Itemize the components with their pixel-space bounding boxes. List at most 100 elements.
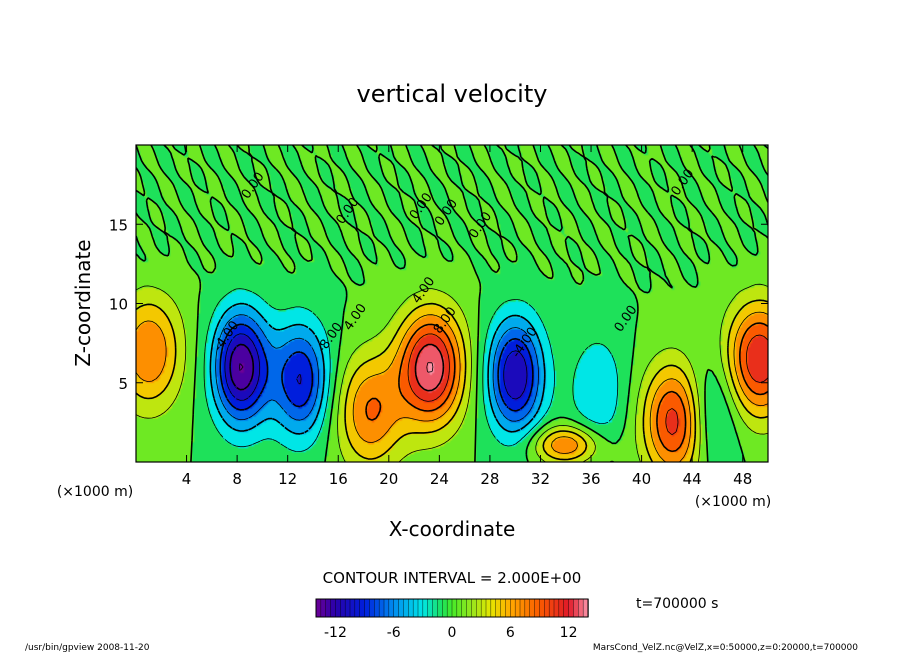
footer-left: /usr/bin/gpview 2008-11-20 (25, 643, 150, 653)
colorbar-cell (553, 598, 560, 618)
x-tick-label: 4 (182, 470, 192, 488)
x-tick-label: 12 (278, 470, 297, 488)
colorbar-cell (340, 598, 346, 618)
colorbar-cell (403, 598, 409, 618)
colorbar-cell (514, 598, 521, 618)
colorbar-cell (315, 598, 322, 618)
colorbar-tick-label: 6 (506, 625, 515, 641)
colorbar-cell (393, 598, 400, 618)
x-tick-label: 8 (232, 470, 242, 488)
y-tick-label: 15 (109, 216, 128, 234)
colorbar-cell (505, 598, 511, 618)
x-tick-label: 32 (531, 470, 550, 488)
footer-right: MarsCond_VelZ.nc@VelZ,x=0:50000,z=0:2000… (593, 643, 858, 653)
x-tick-label: 40 (632, 470, 651, 488)
colorbar-cell (495, 598, 502, 618)
colorbar-cell (446, 598, 453, 618)
colorbar-cell (437, 598, 443, 618)
colorbar-cell (442, 598, 448, 618)
x-tick-label: 48 (733, 470, 752, 488)
colorbar-cell (388, 598, 395, 618)
colorbar-tick-label: 0 (448, 625, 457, 641)
chart-title: vertical velocity (357, 80, 548, 108)
contour-level-neg6 (215, 314, 539, 422)
colorbar-cell (451, 598, 458, 618)
colorbar-cell (417, 598, 424, 618)
colorbar-cell (578, 598, 584, 618)
colorbar-cell (563, 598, 570, 618)
contour-level-6 (136, 311, 768, 462)
contour-level-4 (136, 299, 768, 462)
colorbar-cell (524, 598, 531, 618)
contour-level-neg14 (239, 363, 244, 372)
colorbar-cell (568, 598, 575, 618)
y-axis-ticks: 5 10 15 (109, 216, 768, 393)
colorbar-tick-label: -6 (387, 625, 401, 641)
x-tick-label: 44 (683, 470, 702, 488)
colorbar-cell (432, 598, 439, 618)
colorbar-cell (359, 598, 366, 618)
contour-lines (136, 145, 768, 462)
colorbar-cell (519, 598, 526, 618)
colorbar-cell (320, 598, 327, 618)
colorbar-frame (315, 598, 589, 618)
colorbar: -12 -6 0 6 12 (315, 598, 589, 641)
y-axis-label: Z-coordinate (71, 239, 95, 366)
colorbar-cell (510, 598, 516, 618)
x-tick-label: 28 (480, 470, 499, 488)
y-tick-label: 10 (109, 296, 128, 314)
colorbar-cell (408, 598, 414, 618)
colorbar-ticks: -12 -6 0 6 12 (324, 625, 577, 641)
colorbar-cell (349, 598, 356, 618)
contour-level-10 (407, 333, 768, 435)
colorbar-cells (315, 598, 589, 618)
colorbar-cell (500, 598, 507, 618)
colorbar-cell (412, 598, 419, 618)
colorbar-cell (344, 598, 351, 618)
colorbar-cell (539, 598, 545, 618)
colorbar-cell (476, 598, 482, 618)
colorbar-cell (383, 598, 390, 618)
contour-level-neg8 (219, 323, 534, 412)
contour-level-12 (414, 343, 445, 392)
colorbar-cell (398, 598, 405, 618)
contour-level-2 (136, 283, 768, 462)
contour-level-14 (426, 362, 434, 373)
contour-interval-text: CONTOUR INTERVAL = 2.000E+00 (323, 569, 582, 587)
colorbar-cell (427, 598, 434, 618)
colorbar-cell (534, 598, 541, 618)
colorbar-cell (325, 598, 332, 618)
contour-level-neg2 (203, 288, 619, 452)
colorbar-cell (471, 598, 477, 618)
colorbar-cell (354, 598, 361, 618)
colorbar-cell (335, 598, 341, 618)
colorbar-cell (480, 598, 487, 618)
colorbar-cell (573, 598, 579, 618)
colorbar-cell (548, 598, 555, 618)
colorbar-cell (422, 598, 429, 618)
x-axis-label: X-coordinate (389, 517, 516, 541)
x-unit-right: (×1000 m) (695, 494, 771, 510)
colorbar-cell (378, 598, 385, 618)
colorbar-cell (364, 598, 371, 618)
x-tick-label: 16 (329, 470, 348, 488)
x-tick-label: 20 (379, 470, 398, 488)
contour-level-0 (136, 145, 768, 462)
plot-area: 0.000.00 0.000.00 0.000.000.004.008.00-8.0… (135, 144, 769, 463)
contour-level-neg10 (224, 333, 528, 401)
contour-level-neg4 (209, 302, 546, 435)
colorbar-cell (558, 598, 565, 618)
colorbar-cell (374, 598, 380, 618)
x-unit-left: (×1000 m) (57, 484, 133, 500)
colorbar-cell (466, 598, 473, 618)
x-axis-ticks: 4 8 12 16 20 24 28 32 36 40 44 48 (182, 145, 752, 488)
colorbar-cell (485, 598, 492, 618)
x-tick-label: 36 (581, 470, 600, 488)
colorbar-cell (461, 598, 468, 618)
colorbar-cell (330, 598, 337, 618)
colorbar-cell (456, 598, 463, 618)
contour-level-neg12 (229, 343, 255, 391)
y-tick-label: 5 (118, 375, 128, 393)
colorbar-cell (369, 598, 375, 618)
